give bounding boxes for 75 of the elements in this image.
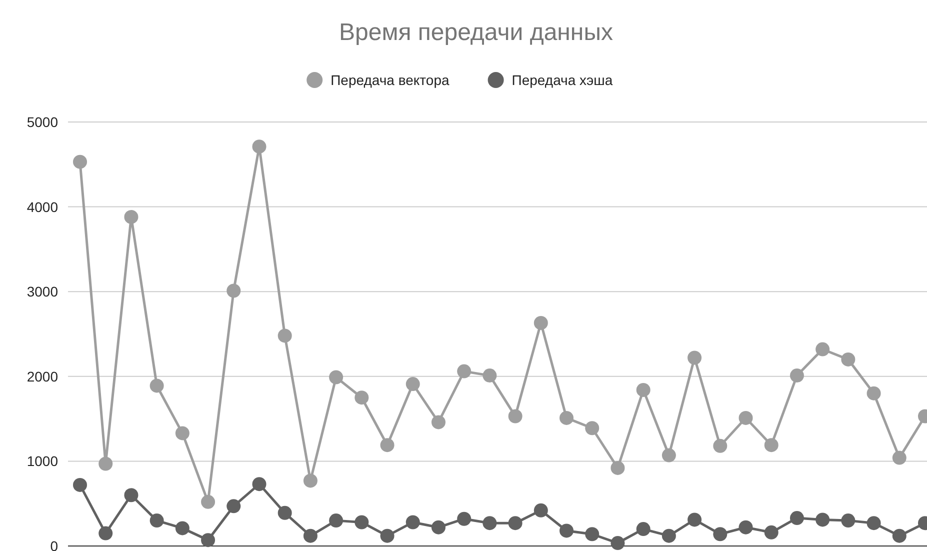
y-tick-label: 2000 <box>26 368 58 384</box>
y-tick-label: 0 <box>50 538 58 551</box>
point <box>482 516 497 530</box>
point <box>201 533 216 548</box>
point <box>175 426 190 440</box>
point <box>252 140 266 154</box>
legend-label: Передача вектора <box>330 72 450 88</box>
point <box>329 370 344 384</box>
point <box>431 520 446 534</box>
point <box>688 350 702 365</box>
y-tick-label: 4000 <box>26 198 58 215</box>
point <box>354 390 369 405</box>
point <box>98 526 113 540</box>
point <box>98 456 113 471</box>
point <box>790 511 804 526</box>
point <box>380 438 394 452</box>
point <box>303 528 318 543</box>
point <box>636 522 650 536</box>
point <box>226 284 241 298</box>
point <box>534 503 548 518</box>
point <box>892 450 906 465</box>
point <box>636 382 650 397</box>
point <box>790 368 804 383</box>
point <box>713 438 728 453</box>
point <box>816 512 830 527</box>
point <box>73 154 87 169</box>
point <box>738 410 753 425</box>
point <box>816 342 830 356</box>
point <box>73 478 87 492</box>
point <box>406 377 420 392</box>
point <box>713 527 728 542</box>
point <box>866 386 881 400</box>
point <box>303 474 318 488</box>
point <box>201 494 216 509</box>
point <box>560 410 574 425</box>
point <box>662 528 676 543</box>
point <box>124 210 138 224</box>
point <box>892 528 906 543</box>
point <box>329 514 344 528</box>
point <box>662 448 676 462</box>
point <box>354 515 369 530</box>
point <box>841 352 856 366</box>
legend-label: Передача хэша <box>512 72 613 88</box>
point <box>610 536 625 550</box>
point <box>764 525 778 540</box>
point <box>508 409 522 424</box>
point <box>534 316 548 330</box>
chart-title: Время передачи данных <box>339 19 613 46</box>
point <box>585 527 600 542</box>
point <box>150 514 164 528</box>
point <box>610 460 625 475</box>
point <box>252 477 266 492</box>
point <box>560 524 574 538</box>
point <box>406 515 420 530</box>
point <box>738 520 753 534</box>
point <box>866 516 881 530</box>
y-tick-label: 5000 <box>26 114 58 130</box>
point <box>688 512 702 527</box>
point <box>380 528 394 543</box>
point <box>175 521 190 536</box>
point <box>278 328 292 343</box>
point <box>764 438 778 452</box>
point <box>508 516 522 530</box>
point <box>150 378 164 393</box>
point <box>482 368 497 383</box>
point <box>278 506 292 520</box>
point <box>457 512 472 526</box>
point <box>457 364 472 378</box>
y-tick-label: 3000 <box>26 284 58 300</box>
point <box>226 499 241 514</box>
point <box>585 421 600 436</box>
point <box>841 514 856 528</box>
point <box>431 415 446 430</box>
y-tick-label: 1000 <box>26 453 58 470</box>
point <box>124 488 138 502</box>
